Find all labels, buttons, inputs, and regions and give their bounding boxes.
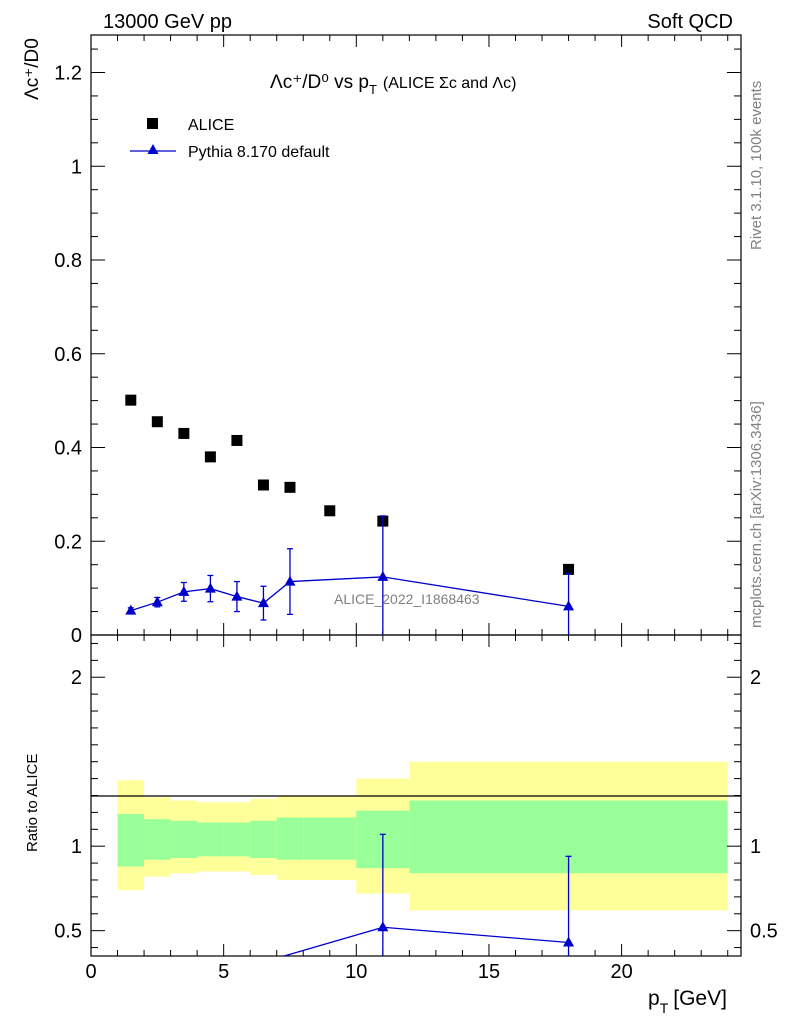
pythia-mc-curve: [125, 515, 575, 635]
x-axis-label-unit: [GeV]: [673, 987, 727, 1010]
pythia-point: [151, 596, 163, 607]
alice-point: [204, 451, 216, 463]
ratio-y-tick-label-right: 0.5: [750, 921, 778, 943]
x-axis-label-main: p: [648, 987, 660, 1010]
pythia-point: [563, 600, 575, 611]
axis-tick-labels: 00.20.40.60.811.20.5 0.51 12 20 5 10 15 20: [54, 63, 778, 984]
ratio-y-axis-label: Ratio to ALICE: [24, 754, 41, 852]
ratio-y-tick-label-right: 2: [750, 667, 761, 689]
ratio-band-inner-6: [276, 817, 304, 860]
mcplots-source-label: mcplots.cern.ch [arXiv:1306.3436]: [748, 401, 765, 628]
x-tick-label: 5: [218, 961, 229, 983]
analysis-watermark: ALICE_2022_I1868463: [334, 591, 480, 607]
x-axis-label: pT [GeV]: [648, 987, 727, 1016]
alice-point: [178, 427, 190, 439]
alice-point: [563, 563, 575, 575]
alice-point: [324, 505, 336, 517]
plot-title: Λc⁺/D⁰ vs pT (ALICE Σc and Λc): [270, 72, 516, 97]
axis-ticks: [90, 35, 741, 956]
pythia-point: [204, 582, 216, 593]
pythia-point: [125, 604, 137, 615]
ratio-band-inner-0: [117, 814, 145, 867]
ratio-pythia-point: [377, 921, 389, 932]
legend-pythia-label: Pythia 8.170 default: [188, 144, 330, 161]
alice-point: [125, 394, 137, 406]
x-tick-label: 0: [85, 961, 96, 983]
ratio-y-tick-label: 2: [71, 667, 82, 689]
ratio-mc-curve: [283, 833, 575, 957]
rivet-version-label: Rivet 3.1.10, 100k events: [748, 81, 765, 250]
alice-data-points: [125, 394, 575, 575]
x-tick-label: 10: [345, 961, 367, 983]
pythia-point: [257, 597, 269, 608]
main-y-tick-label: 0.2: [54, 531, 82, 553]
ratio-y-tick-label-right: 1: [750, 836, 761, 858]
main-y-tick-label: 1.2: [54, 63, 82, 85]
legend-alice-marker: [147, 118, 158, 129]
energy-label: 13000 GeV pp: [103, 11, 232, 33]
plot-title-paren: (ALICE Σc and Λc): [383, 75, 517, 92]
pythia-point: [377, 570, 389, 581]
ratio-band-inner-7: [303, 817, 357, 860]
ratio-y-tick-label: 0.5: [54, 921, 82, 943]
ratio-y-tick-label: 1: [71, 836, 82, 858]
ratio-pythia-line: [283, 926, 569, 957]
alice-point: [257, 479, 269, 491]
alice-point: [151, 416, 163, 428]
pythia-point: [231, 590, 243, 601]
ratio-band-inner-3: [197, 822, 224, 857]
ratio-band-inner-1: [144, 819, 171, 860]
alice-point: [284, 481, 296, 493]
main-y-tick-label: 1: [71, 156, 82, 178]
x-axis-label-subscript: T: [660, 1000, 669, 1016]
main-y-tick-label: 0.6: [54, 344, 82, 366]
category-label: Soft QCD: [647, 11, 733, 33]
ratio-pythia-point: [563, 936, 575, 947]
ratio-uncertainty-bands: [117, 761, 728, 911]
ratio-band-inner-4: [223, 822, 251, 857]
pythia-point: [284, 575, 296, 586]
x-tick-label: 15: [478, 961, 500, 983]
alice-point: [231, 434, 243, 446]
x-tick-label: 20: [610, 961, 632, 983]
main-y-tick-label: 0.4: [54, 438, 82, 460]
legend-pythia-marker: [147, 144, 159, 154]
main-y-axis-label: Λc⁺/D0: [22, 38, 43, 100]
legend-alice-label: ALICE: [188, 117, 234, 134]
plot-title-subscript: T: [369, 82, 377, 97]
main-y-tick-label: 0.8: [54, 250, 82, 272]
ratio-band-inner-5: [250, 820, 277, 859]
ratio-band-inner-2: [170, 820, 198, 859]
main-y-tick-label: 0: [71, 625, 82, 647]
plot-title-main: Λc⁺/D⁰ vs p: [270, 72, 369, 93]
pythia-point: [178, 585, 190, 596]
